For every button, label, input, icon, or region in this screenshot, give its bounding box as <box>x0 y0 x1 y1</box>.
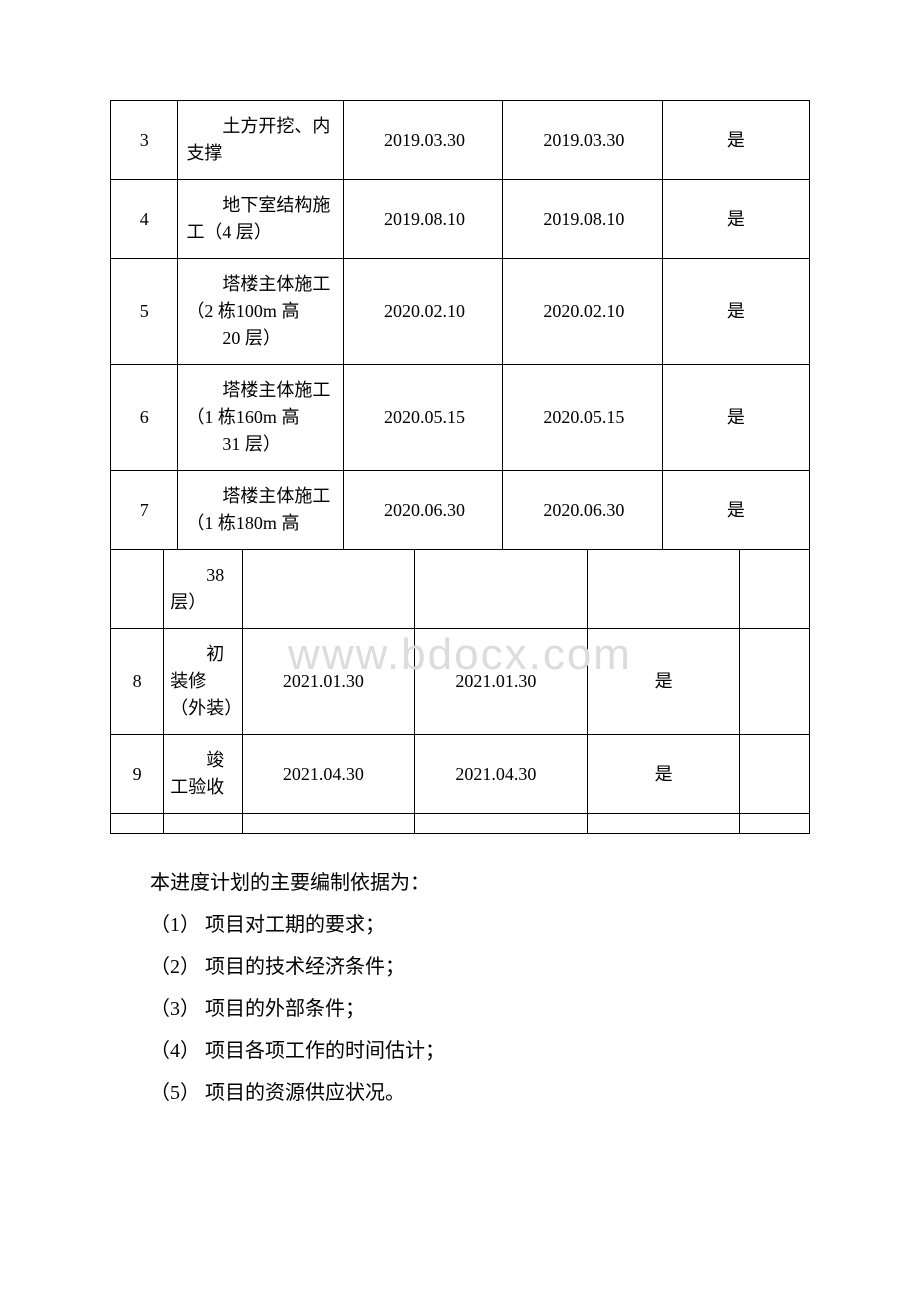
row-index: 7 <box>111 471 178 550</box>
row-date2: 2019.08.10 <box>503 180 662 259</box>
row-flag: 是 <box>662 471 809 550</box>
paragraph-item: （5） 项目的资源供应状况。 <box>110 1072 810 1114</box>
table-b-body: 38 层） 8 初装修（外装） 2021.01.30 2021.01.30 是 … <box>111 550 810 834</box>
row-desc: 竣工验收 <box>164 735 243 814</box>
table-row-continuation: 38 层） <box>111 550 810 629</box>
paragraph-intro: 本进度计划的主要编制依据为： <box>110 862 810 904</box>
row-extra <box>740 735 810 814</box>
row-date1: 2021.04.30 <box>242 735 415 814</box>
row-flag: 是 <box>662 259 809 365</box>
table-row: 6 塔楼主体施工（1 栋160m 高 31 层） 2020.05.15 2020… <box>111 365 810 471</box>
row-flag: 是 <box>587 735 739 814</box>
row-index: 5 <box>111 259 178 365</box>
empty-cell <box>164 814 243 834</box>
row-index: 3 <box>111 101 178 180</box>
row-date2: 2021.04.30 <box>415 735 588 814</box>
row-date1: 2020.06.30 <box>343 471 502 550</box>
table-row: 9 竣工验收 2021.04.30 2021.04.30 是 <box>111 735 810 814</box>
table-row: 7 塔楼主体施工（1 栋180m 高 2020.06.30 2020.06.30… <box>111 471 810 550</box>
row-date2: 2021.01.30 <box>415 629 588 735</box>
row-index <box>111 550 164 629</box>
paragraph-item: （2） 项目的技术经济条件； <box>110 946 810 988</box>
row-index: 8 <box>111 629 164 735</box>
row-desc: 塔楼主体施工（1 栋180m 高 <box>178 471 344 550</box>
row-date1: 2021.01.30 <box>242 629 415 735</box>
row-date2 <box>415 550 588 629</box>
row-desc: 初装修（外装） <box>164 629 243 735</box>
paragraph-block: 本进度计划的主要编制依据为： （1） 项目对工期的要求； （2） 项目的技术经济… <box>110 862 810 1114</box>
row-flag: 是 <box>587 629 739 735</box>
row-date2: 2020.05.15 <box>503 365 662 471</box>
row-date2: 2020.06.30 <box>503 471 662 550</box>
table-a-body: 3 土方开挖、内支撑 2019.03.30 2019.03.30 是 4 地下室… <box>111 101 810 550</box>
row-flag: 是 <box>662 101 809 180</box>
row-flag: 是 <box>662 180 809 259</box>
paragraph-item: （1） 项目对工期的要求； <box>110 904 810 946</box>
table-row: 5 塔楼主体施工（2 栋100m 高 20 层） 2020.02.10 2020… <box>111 259 810 365</box>
schedule-table-a: 3 土方开挖、内支撑 2019.03.30 2019.03.30 是 4 地下室… <box>110 100 810 550</box>
paragraph-item: （3） 项目的外部条件； <box>110 988 810 1030</box>
empty-cell <box>111 814 164 834</box>
row-date1: 2020.05.15 <box>343 365 502 471</box>
table-row: 3 土方开挖、内支撑 2019.03.30 2019.03.30 是 <box>111 101 810 180</box>
row-flag <box>587 550 739 629</box>
empty-cell <box>242 814 415 834</box>
row-desc: 地下室结构施工（4 层） <box>178 180 344 259</box>
table-row: 8 初装修（外装） 2021.01.30 2021.01.30 是 <box>111 629 810 735</box>
row-desc: 塔楼主体施工（2 栋100m 高 20 层） <box>178 259 344 365</box>
empty-cell <box>415 814 588 834</box>
row-extra <box>740 629 810 735</box>
paragraph-item: （4） 项目各项工作的时间估计； <box>110 1030 810 1072</box>
table-row: 4 地下室结构施工（4 层） 2019.08.10 2019.08.10 是 <box>111 180 810 259</box>
row-index: 6 <box>111 365 178 471</box>
row-desc: 土方开挖、内支撑 <box>178 101 344 180</box>
row-desc: 38 层） <box>164 550 243 629</box>
row-desc: 塔楼主体施工（1 栋160m 高 31 层） <box>178 365 344 471</box>
row-date1 <box>242 550 415 629</box>
row-extra <box>740 550 810 629</box>
row-flag: 是 <box>662 365 809 471</box>
row-date1: 2020.02.10 <box>343 259 502 365</box>
table-empty-row <box>111 814 810 834</box>
row-date2: 2019.03.30 <box>503 101 662 180</box>
row-date1: 2019.03.30 <box>343 101 502 180</box>
schedule-table-b: 38 层） 8 初装修（外装） 2021.01.30 2021.01.30 是 … <box>110 549 810 834</box>
row-index: 4 <box>111 180 178 259</box>
row-date2: 2020.02.10 <box>503 259 662 365</box>
empty-cell <box>587 814 739 834</box>
empty-cell <box>740 814 810 834</box>
row-date1: 2019.08.10 <box>343 180 502 259</box>
row-index: 9 <box>111 735 164 814</box>
